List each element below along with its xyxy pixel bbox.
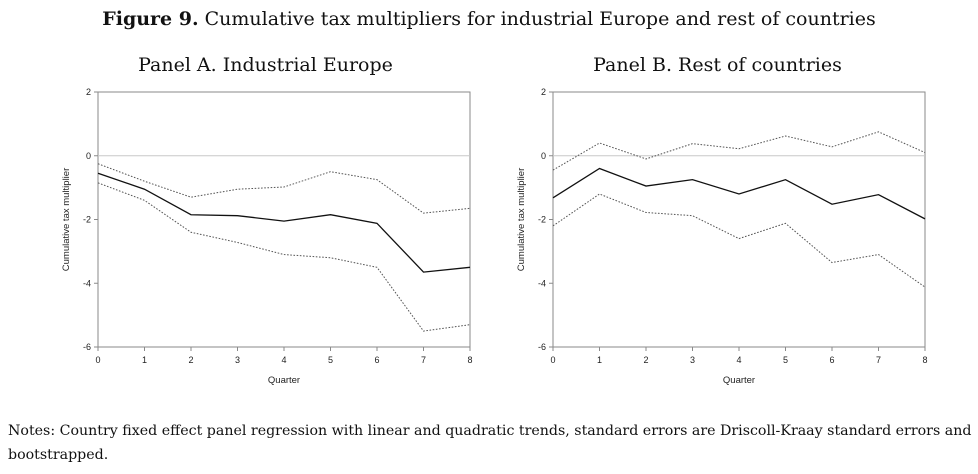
panel-a-series-upper-bound <box>97 163 471 214</box>
panel-b-xtick-label-0: 0 <box>550 355 555 365</box>
panel-b-title: Panel B. Rest of countries <box>593 54 842 76</box>
figure-label: Figure 9. <box>102 8 199 30</box>
panel-b-xtick-label-4: 4 <box>736 355 741 365</box>
panel-a-xtick-label-5: 5 <box>328 355 333 365</box>
panel-b-xtick-label-7: 7 <box>876 355 881 365</box>
panel-a-y-axis-label: Cumulative tax multiplier <box>61 168 72 271</box>
panel-b-xtick-label-2: 2 <box>643 355 648 365</box>
figure-caption: Cumulative tax multipliers for industria… <box>204 8 876 30</box>
panel-b-xtick-label-8: 8 <box>922 355 927 365</box>
panel-b-plot-frame <box>552 91 926 348</box>
panel-b-chart: 2 0 -2 -4 -6 0 1 2 3 4 5 6 7 8 Quarter Cumulative tax m… <box>516 87 928 386</box>
panel-a-xtick-label-3: 3 <box>235 355 240 365</box>
panel-a-ytick-label-4: -6 <box>83 342 91 352</box>
panel-b-series-lower-bound <box>552 193 926 288</box>
panel-b-x-axis-label: Quarter <box>723 375 755 386</box>
panel-a-series-lower-bound <box>97 182 471 332</box>
panel-b-ytick-label-3: -4 <box>538 278 546 288</box>
panel-a-title: Panel A. Industrial Europe <box>138 54 393 76</box>
panel-a-xtick-label-1: 1 <box>142 355 147 365</box>
panel-a-xtick-label-6: 6 <box>374 355 379 365</box>
panel-b-series-multiplier <box>552 167 926 220</box>
panel-b-xtick-label-3: 3 <box>690 355 695 365</box>
panel-b-ytick-label-0: 2 <box>541 87 546 97</box>
panel-a-ytick-label-1: 0 <box>86 151 91 161</box>
panel-b-xtick-label-5: 5 <box>783 355 788 365</box>
panel-a-ytick-label-3: -4 <box>83 278 91 288</box>
panel-a-series-multiplier <box>97 172 471 273</box>
panel-a-x-axis-label: Quarter <box>268 375 300 386</box>
panel-a-xtick-label-4: 4 <box>281 355 286 365</box>
panel-a-ytick-label-2: -2 <box>83 215 91 225</box>
panel-a-xtick-label-2: 2 <box>188 355 193 365</box>
panel-b-ytick-label-2: -2 <box>538 215 546 225</box>
panel-a-ytick-label-0: 2 <box>86 87 91 97</box>
panel-a-xtick-label-8: 8 <box>467 355 472 365</box>
panel-b-xtick-label-1: 1 <box>597 355 602 365</box>
panel-a-plot-frame <box>97 91 471 348</box>
panel-b-xtick-label-6: 6 <box>829 355 834 365</box>
panel-a-xtick-label-7: 7 <box>421 355 426 365</box>
panel-b-ytick-label-4: -6 <box>538 342 546 352</box>
panel-b-ytick-label-1: 0 <box>541 151 546 161</box>
figure-notes: Notes: Country fixed effect panel regres… <box>8 423 972 463</box>
panel-b-series-upper-bound <box>552 131 926 171</box>
figure-title: Figure 9. Cumulative tax multipliers for… <box>0 8 978 30</box>
panel-a-xtick-label-0: 0 <box>95 355 100 365</box>
panel-b-y-axis-label: Cumulative tax multiplier <box>516 168 527 271</box>
panel-a-chart: 2 0 -2 -4 -6 0 1 2 3 4 5 6 7 8 Quarter Cumulative tax m… <box>61 87 473 386</box>
